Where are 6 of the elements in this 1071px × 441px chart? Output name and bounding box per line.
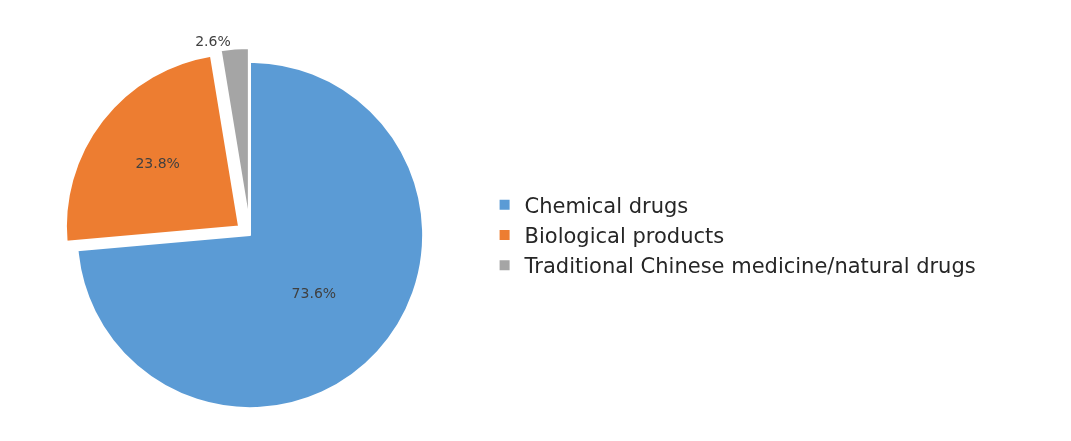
data-label: 73.6% [291, 285, 337, 302]
legend-label: Chemical drugs [524, 193, 689, 218]
legend-label: Biological products [524, 224, 725, 249]
data-label: 2.6% [195, 32, 231, 49]
legend-label: Traditional Chinese medicine/natural drugs [523, 254, 976, 279]
data-label: 23.8% [135, 155, 180, 172]
